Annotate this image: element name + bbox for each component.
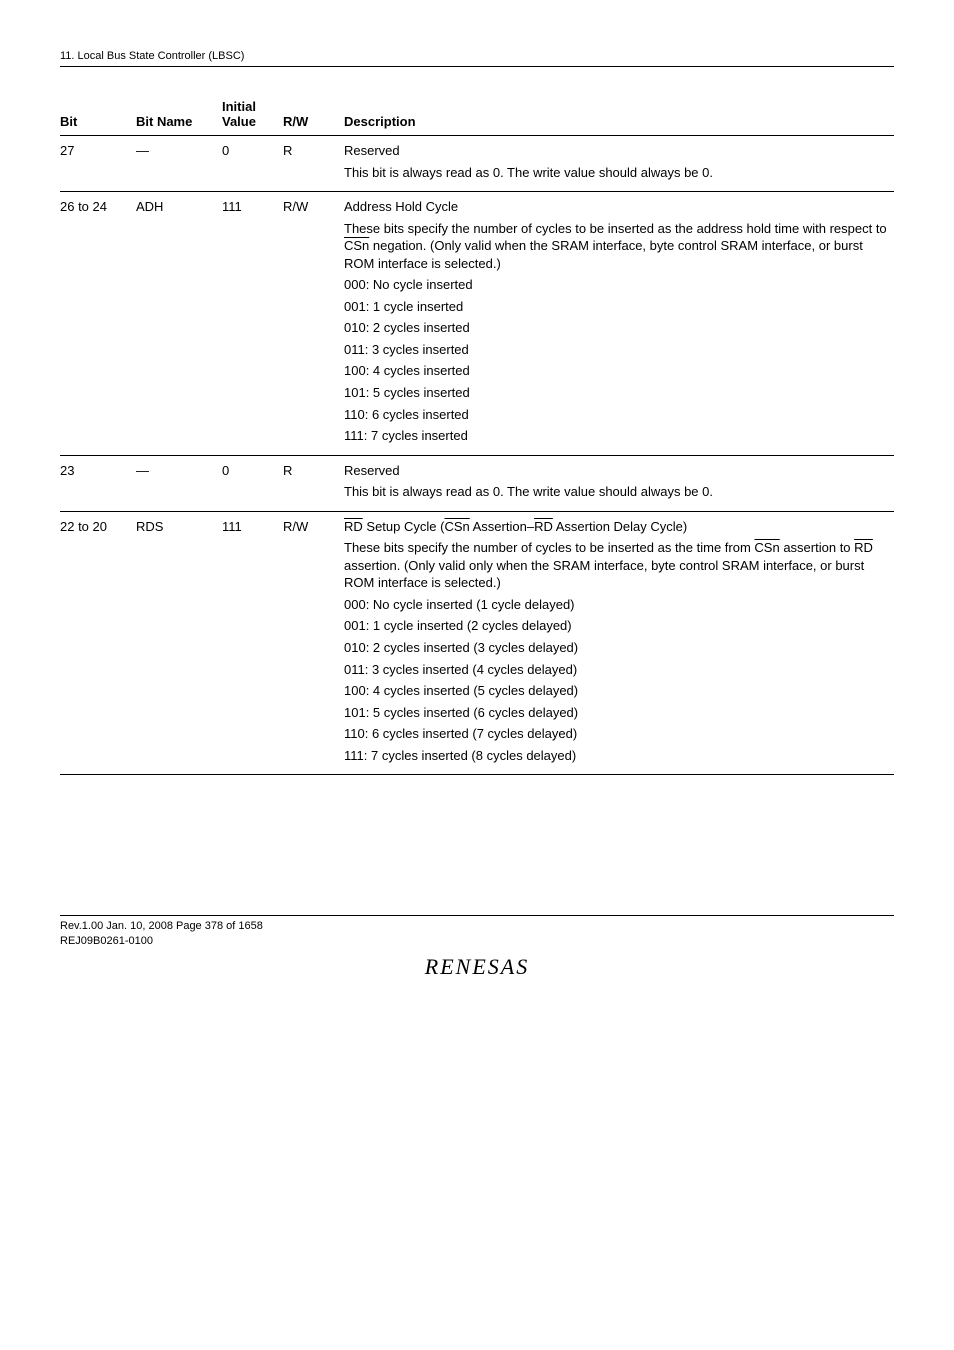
col-bit: Bit: [60, 95, 136, 136]
footer-line2: REJ09B0261-0100: [60, 934, 894, 948]
col-name: Bit Name: [136, 95, 222, 136]
renesas-logo: RENESAS: [60, 954, 894, 980]
desc-line: 010: 2 cycles inserted: [344, 319, 888, 337]
cell-name: RDS: [136, 511, 222, 775]
desc-line: These bits specify the number of cycles …: [344, 539, 888, 592]
desc-line: Reserved: [344, 462, 888, 480]
overline-rd: RD: [854, 540, 873, 555]
desc-line: 001: 1 cycle inserted (2 cycles delayed): [344, 617, 888, 635]
desc-line: Address Hold Cycle: [344, 198, 888, 216]
register-table: Bit Bit Name Initial Value R/W Descripti…: [60, 95, 894, 775]
desc-seg: assertion. (Only valid only when the SRA…: [344, 558, 864, 591]
col-rw: R/W: [283, 95, 344, 136]
cell-rw: R/W: [283, 192, 344, 456]
cell-initial: 0: [222, 455, 283, 511]
cell-name: —: [136, 455, 222, 511]
cell-initial: 0: [222, 136, 283, 192]
col-desc: Description: [344, 95, 894, 136]
cell-desc: Address Hold Cycle These bits specify th…: [344, 192, 894, 456]
desc-line: 010: 2 cycles inserted (3 cycles delayed…: [344, 639, 888, 657]
footer-line1: Rev.1.00 Jan. 10, 2008 Page 378 of 1658: [60, 919, 894, 933]
desc-line: RD Setup Cycle (CSn Assertion–RD Asserti…: [344, 518, 888, 536]
col-initial: Initial Value: [222, 95, 283, 136]
overline-csn: CSn: [754, 540, 779, 555]
table-header-row: Bit Bit Name Initial Value R/W Descripti…: [60, 95, 894, 136]
desc-line: 110: 6 cycles inserted (7 cycles delayed…: [344, 725, 888, 743]
cell-bit: 23: [60, 455, 136, 511]
desc-line: 011: 3 cycles inserted: [344, 341, 888, 359]
table-row: 27 — 0 R Reserved This bit is always rea…: [60, 136, 894, 192]
col-initial-l1: Initial: [222, 99, 256, 114]
cell-desc: RD Setup Cycle (CSn Assertion–RD Asserti…: [344, 511, 894, 775]
desc-line: 111: 7 cycles inserted (8 cycles delayed…: [344, 747, 888, 765]
desc-line: 001: 1 cycle inserted: [344, 298, 888, 316]
desc-line: 100: 4 cycles inserted: [344, 362, 888, 380]
cell-bit: 22 to 20: [60, 511, 136, 775]
desc-line: 100: 4 cycles inserted (5 cycles delayed…: [344, 682, 888, 700]
desc-seg: These bits specify the number of cycles …: [344, 221, 887, 236]
cell-desc: Reserved This bit is always read as 0. T…: [344, 455, 894, 511]
table-row: 26 to 24 ADH 111 R/W Address Hold Cycle …: [60, 192, 894, 456]
cell-name: ADH: [136, 192, 222, 456]
overline-csn: CSn: [444, 519, 469, 534]
page-footer: Rev.1.00 Jan. 10, 2008 Page 378 of 1658 …: [60, 915, 894, 980]
cell-name: —: [136, 136, 222, 192]
desc-line: 011: 3 cycles inserted (4 cycles delayed…: [344, 661, 888, 679]
table-row: 22 to 20 RDS 111 R/W RD Setup Cycle (CSn…: [60, 511, 894, 775]
desc-seg: Assertion–: [470, 519, 534, 534]
col-initial-l2: Value: [222, 114, 256, 129]
overline-rd: RD: [534, 519, 553, 534]
overline-rd: RD: [344, 519, 363, 534]
cell-initial: 111: [222, 192, 283, 456]
desc-line: This bit is always read as 0. The write …: [344, 164, 888, 182]
desc-seg: negation. (Only valid when the SRAM inte…: [344, 238, 863, 271]
cell-bit: 26 to 24: [60, 192, 136, 456]
desc-seg: These bits specify the number of cycles …: [344, 540, 754, 555]
cell-initial: 111: [222, 511, 283, 775]
cell-rw: R: [283, 136, 344, 192]
cell-desc: Reserved This bit is always read as 0. T…: [344, 136, 894, 192]
desc-line: 101: 5 cycles inserted (6 cycles delayed…: [344, 704, 888, 722]
desc-seg: assertion to: [780, 540, 854, 555]
section-header: 11. Local Bus State Controller (LBSC): [60, 50, 894, 67]
desc-line: 110: 6 cycles inserted: [344, 406, 888, 424]
table-row: 23 — 0 R Reserved This bit is always rea…: [60, 455, 894, 511]
desc-seg: Setup Cycle (: [363, 519, 445, 534]
desc-line: This bit is always read as 0. The write …: [344, 483, 888, 501]
desc-seg: Assertion Delay Cycle): [553, 519, 687, 534]
overline-csn: CSn: [344, 238, 369, 253]
cell-bit: 27: [60, 136, 136, 192]
desc-line: 000: No cycle inserted: [344, 276, 888, 294]
cell-rw: R: [283, 455, 344, 511]
desc-line: 000: No cycle inserted (1 cycle delayed): [344, 596, 888, 614]
cell-rw: R/W: [283, 511, 344, 775]
desc-line: These bits specify the number of cycles …: [344, 220, 888, 273]
footer-text: Rev.1.00 Jan. 10, 2008 Page 378 of 1658 …: [60, 915, 894, 948]
desc-line: Reserved: [344, 142, 888, 160]
desc-line: 111: 7 cycles inserted: [344, 427, 888, 445]
desc-line: 101: 5 cycles inserted: [344, 384, 888, 402]
